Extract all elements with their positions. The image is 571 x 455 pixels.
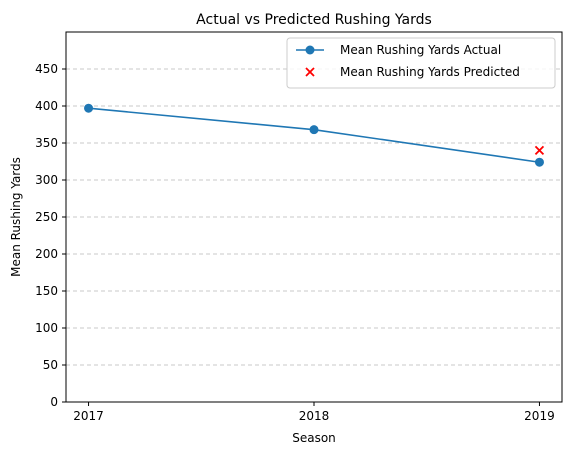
y-tick-label-6: 300: [35, 173, 58, 187]
x-axis-title: Season: [292, 431, 336, 445]
legend-actual-label: Mean Rushing Yards Actual: [340, 43, 501, 57]
actual-point-2017: [84, 103, 94, 113]
y-tick-label-7: 350: [35, 136, 58, 150]
x-tick-label-1: 2018: [299, 409, 330, 423]
actual-point-2019: [534, 157, 544, 167]
x-tick-label-2: 2019: [524, 409, 555, 423]
y-tick-label-0: 0: [50, 395, 58, 409]
y-tick-label-3: 150: [35, 284, 58, 298]
legend-predicted-marker-b: [305, 67, 315, 77]
series-actual-line: [88, 107, 540, 164]
actual-point-2018: [309, 125, 319, 135]
y-tick-label-4: 200: [35, 247, 58, 261]
legend-actual-marker: [305, 45, 315, 55]
series-layer: [84, 103, 545, 167]
y-tick-label-9: 450: [35, 62, 58, 76]
y-axis-title: Mean Rushing Yards: [9, 157, 23, 277]
y-tick-label-1: 50: [43, 358, 58, 372]
legend-box: [286, 37, 556, 89]
predicted-point-2019-b: [534, 145, 545, 156]
chart-title: Actual vs Predicted Rushing Yards: [196, 12, 432, 28]
x-axis: 2017 2018 2019: [73, 402, 555, 423]
x-tick-label-0: 2017: [73, 409, 104, 423]
y-tick-label-5: 250: [35, 210, 58, 224]
y-axis: 0 50 100 150 200 250 300 350 400 450: [35, 62, 66, 409]
y-tick-label-2: 100: [35, 321, 58, 335]
y-tick-label-8: 400: [35, 99, 58, 113]
legend-predicted-label: Mean Rushing Yards Predicted: [340, 65, 520, 79]
legend: Mean Rushing Yards Actual Mean Rushing Y…: [286, 37, 556, 89]
